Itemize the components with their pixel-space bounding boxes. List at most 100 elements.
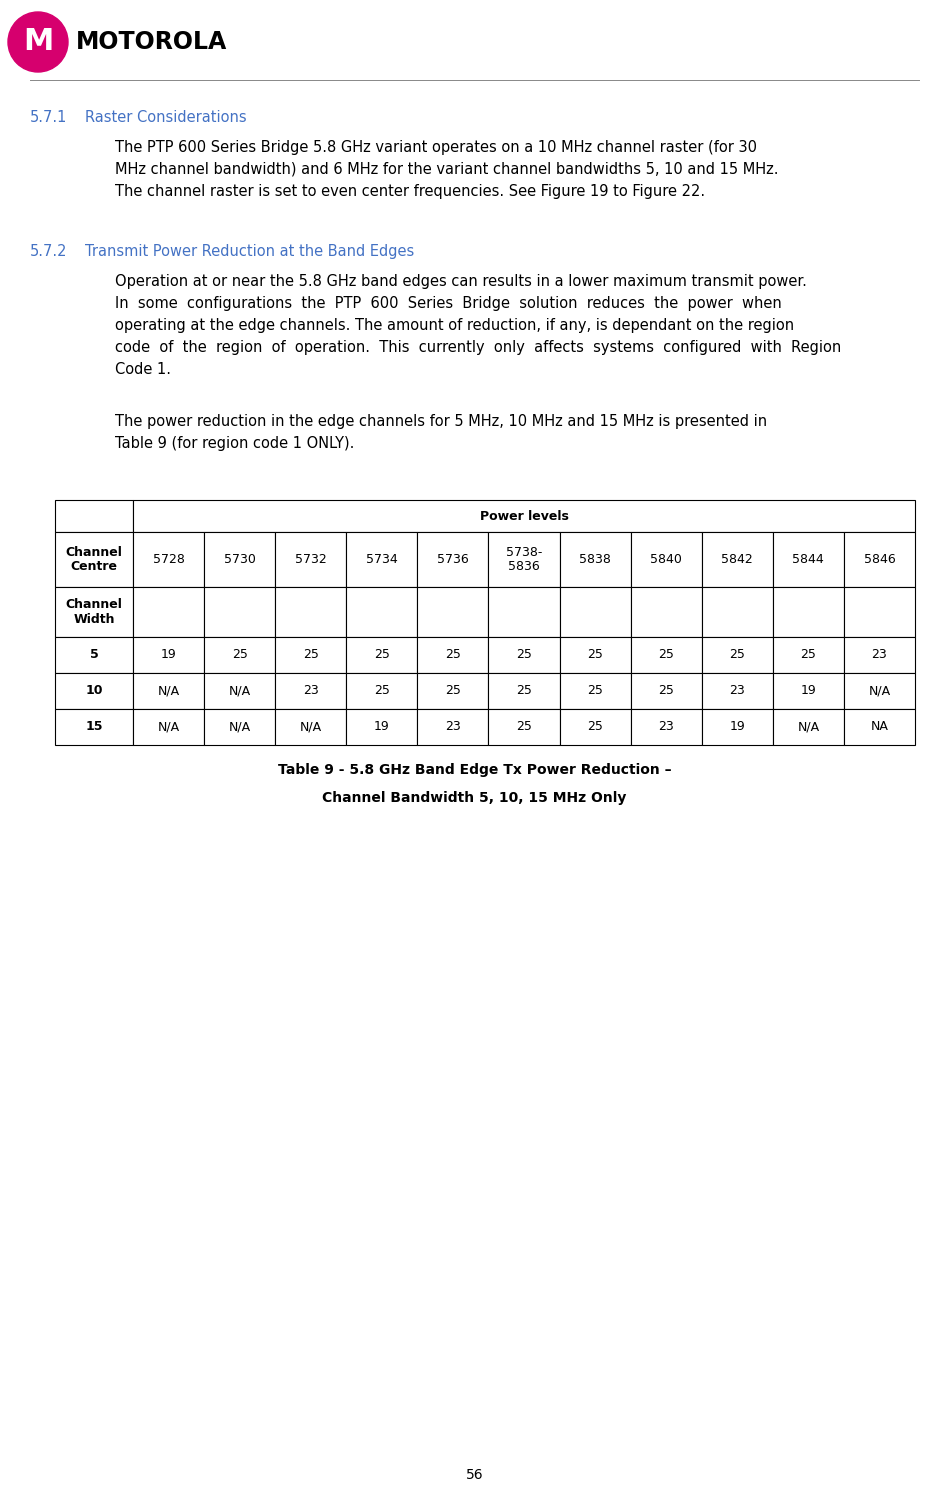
Bar <box>133 532 204 587</box>
Bar <box>489 672 560 710</box>
Bar <box>133 500 915 532</box>
Text: 15: 15 <box>85 720 102 734</box>
Bar <box>844 636 915 672</box>
Text: 23: 23 <box>659 720 674 734</box>
Bar <box>418 532 489 587</box>
Text: Operation at or near the 5.8 GHz band edges can results in a lower maximum trans: Operation at or near the 5.8 GHz band ed… <box>115 273 807 288</box>
Text: N/A: N/A <box>229 684 251 698</box>
Text: 5838: 5838 <box>579 553 611 566</box>
Bar <box>55 587 133 636</box>
Bar <box>346 710 418 746</box>
Bar <box>204 587 275 636</box>
Bar <box>346 532 418 587</box>
Text: code  of  the  region  of  operation.  This  currently  only  affects  systems  : code of the region of operation. This cu… <box>115 341 841 356</box>
Text: Table 9 (for region code 1 ONLY).: Table 9 (for region code 1 ONLY). <box>115 436 354 451</box>
Text: 19: 19 <box>801 684 816 698</box>
Bar <box>772 672 844 710</box>
Text: N/A: N/A <box>229 720 251 734</box>
Bar <box>701 587 772 636</box>
Text: 25: 25 <box>445 648 461 662</box>
Text: M: M <box>23 27 53 57</box>
Text: 10: 10 <box>85 684 102 698</box>
Bar <box>133 710 204 746</box>
Text: 25: 25 <box>445 684 461 698</box>
Bar <box>772 532 844 587</box>
Text: 25: 25 <box>800 648 816 662</box>
Bar <box>133 587 204 636</box>
Text: 25: 25 <box>374 648 390 662</box>
Text: 23: 23 <box>303 684 319 698</box>
Text: 25: 25 <box>587 684 603 698</box>
Bar <box>772 587 844 636</box>
Text: 25: 25 <box>374 684 390 698</box>
Bar <box>418 587 489 636</box>
Bar <box>55 532 133 587</box>
Text: 25: 25 <box>516 720 532 734</box>
Text: Raster Considerations: Raster Considerations <box>85 111 247 125</box>
Bar <box>560 710 631 746</box>
Bar <box>560 672 631 710</box>
Bar <box>489 710 560 746</box>
Text: Channel Bandwidth 5, 10, 15 MHz Only: Channel Bandwidth 5, 10, 15 MHz Only <box>323 790 626 805</box>
Text: The channel raster is set to even center frequencies. See Figure 19 to Figure 22: The channel raster is set to even center… <box>115 184 705 199</box>
Bar <box>631 587 701 636</box>
Bar <box>560 636 631 672</box>
Text: 25: 25 <box>303 648 319 662</box>
Bar <box>275 532 346 587</box>
Bar <box>701 672 772 710</box>
Bar <box>701 532 772 587</box>
Text: 19: 19 <box>160 648 177 662</box>
Bar <box>204 532 275 587</box>
Bar <box>204 710 275 746</box>
Bar <box>631 532 701 587</box>
Text: Transmit Power Reduction at the Band Edges: Transmit Power Reduction at the Band Edg… <box>85 244 415 258</box>
Text: In  some  configurations  the  PTP  600  Series  Bridge  solution  reduces  the : In some configurations the PTP 600 Serie… <box>115 296 782 311</box>
Text: 25: 25 <box>587 648 603 662</box>
Text: 5.7.1: 5.7.1 <box>30 111 67 125</box>
Bar <box>631 636 701 672</box>
Text: 25: 25 <box>659 648 674 662</box>
Text: 5738-
5836: 5738- 5836 <box>506 545 542 574</box>
Text: 5730: 5730 <box>224 553 255 566</box>
Bar <box>133 636 204 672</box>
Text: The PTP 600 Series Bridge 5.8 GHz variant operates on a 10 MHz channel raster (f: The PTP 600 Series Bridge 5.8 GHz varian… <box>115 140 757 155</box>
Text: 25: 25 <box>516 684 532 698</box>
Bar <box>844 672 915 710</box>
Bar <box>701 636 772 672</box>
Text: 25: 25 <box>587 720 603 734</box>
Text: N/A: N/A <box>868 684 890 698</box>
Bar <box>844 532 915 587</box>
Bar <box>489 532 560 587</box>
Bar <box>275 710 346 746</box>
Bar <box>418 636 489 672</box>
Bar <box>631 672 701 710</box>
Text: 25: 25 <box>232 648 248 662</box>
Text: N/A: N/A <box>300 720 322 734</box>
Bar <box>55 500 133 532</box>
Text: 25: 25 <box>659 684 674 698</box>
Text: 5844: 5844 <box>792 553 825 566</box>
Text: 23: 23 <box>871 648 887 662</box>
Bar <box>55 710 133 746</box>
Text: 56: 56 <box>466 1469 483 1482</box>
Text: 5736: 5736 <box>437 553 469 566</box>
Text: 5846: 5846 <box>864 553 895 566</box>
Text: 5.7.2: 5.7.2 <box>30 244 67 258</box>
Text: 25: 25 <box>516 648 532 662</box>
Bar <box>489 587 560 636</box>
Bar <box>844 587 915 636</box>
Text: 5842: 5842 <box>721 553 754 566</box>
Circle shape <box>8 12 68 72</box>
Bar <box>346 636 418 672</box>
Bar <box>701 710 772 746</box>
Bar <box>489 636 560 672</box>
Text: 19: 19 <box>374 720 390 734</box>
Text: Table 9 - 5.8 GHz Band Edge Tx Power Reduction –: Table 9 - 5.8 GHz Band Edge Tx Power Red… <box>278 763 671 777</box>
Bar <box>418 710 489 746</box>
Text: 5732: 5732 <box>295 553 326 566</box>
Bar <box>275 587 346 636</box>
Text: MHz channel bandwidth) and 6 MHz for the variant channel bandwidths 5, 10 and 15: MHz channel bandwidth) and 6 MHz for the… <box>115 161 778 176</box>
Text: 19: 19 <box>730 720 745 734</box>
Bar <box>346 672 418 710</box>
Text: N/A: N/A <box>158 720 179 734</box>
